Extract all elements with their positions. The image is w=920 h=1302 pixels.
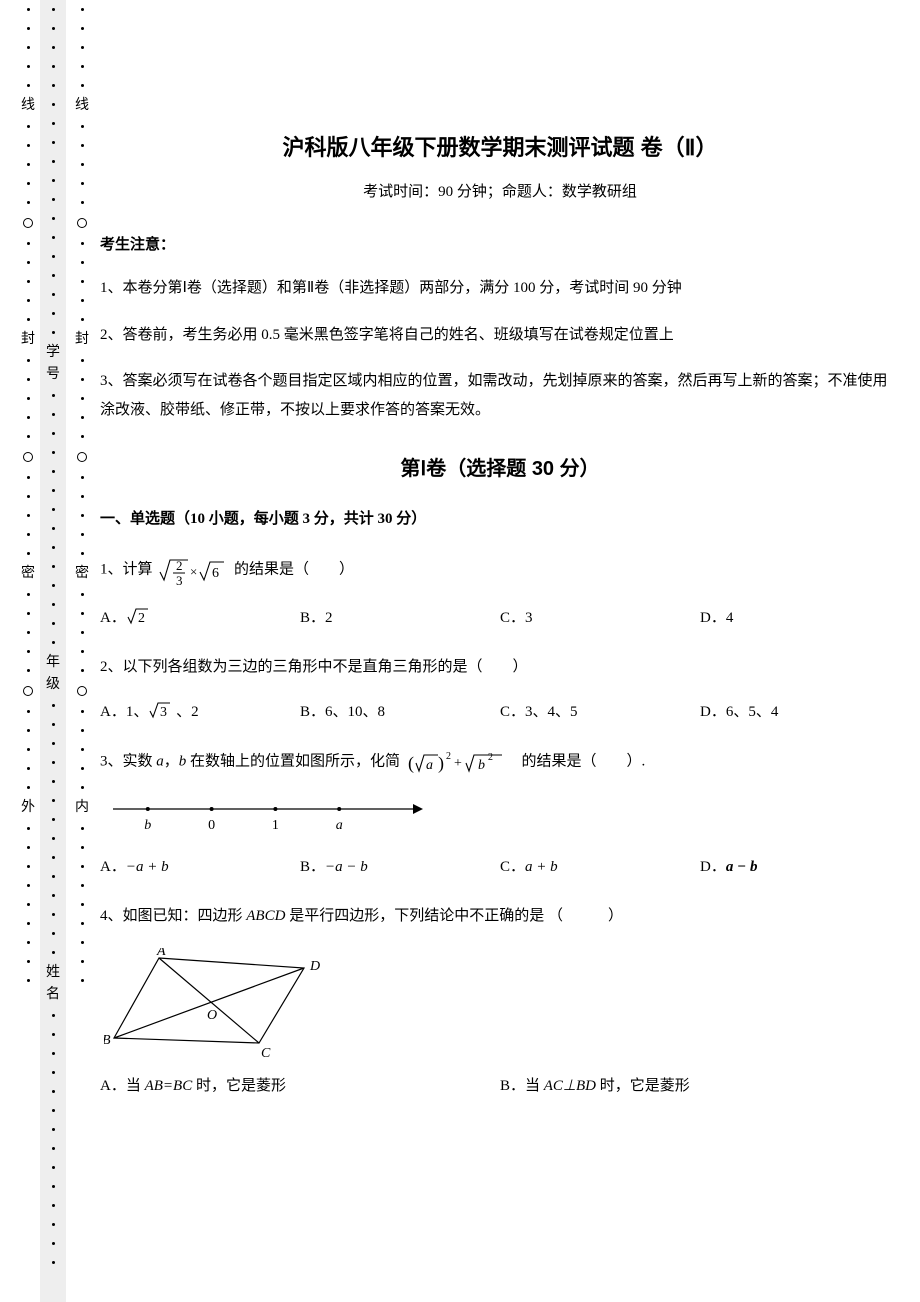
q1-prefix: 1、计算 bbox=[100, 561, 153, 577]
q4-stem-text: 4、如图已知：四边形 ABCD 是平行四边形，下列结论中不正确的是 （ ） bbox=[100, 908, 623, 924]
q4-opt-a: A．当 AB=BC 时，它是菱形 bbox=[100, 1074, 500, 1095]
svg-text:D: D bbox=[309, 959, 320, 974]
svg-text:2: 2 bbox=[488, 752, 493, 763]
svg-text:A: A bbox=[156, 948, 166, 959]
q2-options: A．1、3 、2 B．6、10、8 C．3、4、5 D．6、5、4 bbox=[100, 700, 900, 721]
svg-text:C: C bbox=[261, 1046, 271, 1058]
svg-text:2: 2 bbox=[138, 611, 145, 626]
svg-text:2: 2 bbox=[176, 558, 183, 573]
q1-suffix: 的结果是（ ） bbox=[234, 561, 354, 577]
svg-text:2: 2 bbox=[446, 751, 451, 762]
svg-text:3: 3 bbox=[160, 705, 167, 720]
q3-expr: ( a ) 2 + b 2 bbox=[406, 747, 516, 777]
q2-opt-c: C．3、4、5 bbox=[500, 700, 700, 721]
svg-text:6: 6 bbox=[212, 566, 219, 581]
svg-text:O: O bbox=[207, 1008, 217, 1023]
q4-diagram: A D B C O bbox=[104, 948, 900, 1058]
q1-opt-a: A．2 bbox=[100, 606, 300, 627]
svg-text:(: ( bbox=[408, 753, 414, 774]
q3-opt-c: C．a + b bbox=[500, 855, 700, 876]
svg-text:×: × bbox=[190, 564, 197, 579]
svg-text:+: + bbox=[454, 756, 462, 771]
q3-opt-b: B．−a − b bbox=[300, 855, 500, 876]
svg-text:b: b bbox=[478, 758, 485, 773]
q3-opt-a: A．−a + b bbox=[100, 855, 300, 876]
exam-title: 沪科版八年级下册数学期末测评试题 卷（Ⅱ） bbox=[100, 130, 900, 162]
svg-text:0: 0 bbox=[208, 818, 215, 833]
q3-opt-d: D．a − b bbox=[700, 855, 900, 876]
q2-opt-d: D．6、5、4 bbox=[700, 700, 900, 721]
q2-opt-a: A．1、3 、2 bbox=[100, 700, 300, 721]
svg-text:): ) bbox=[438, 753, 444, 774]
q2-opt-b: B．6、10、8 bbox=[300, 700, 500, 721]
notice-heading: 考生注意： bbox=[100, 233, 900, 254]
q1-opt-d: D．4 bbox=[700, 606, 900, 627]
question-1: 1、计算 2 3 × 6 的结果是（ ） bbox=[100, 552, 900, 588]
svg-text:B: B bbox=[104, 1033, 111, 1048]
exam-content: 沪科版八年级下册数学期末测评试题 卷（Ⅱ） 考试时间：90 分钟；命题人：数学教… bbox=[100, 130, 900, 1121]
notice-line-2: 2、答卷前，考生务必用 0.5 毫米黑色签字笔将自己的姓名、班级填写在试卷规定位… bbox=[100, 321, 900, 350]
q4-opt-b: B．当 AC⊥BD 时，它是菱形 bbox=[500, 1074, 900, 1095]
q3-numberline: b 0 1 a bbox=[108, 795, 900, 835]
notice-line-3: 3、答案必须写在试卷各个题目指定区域内相应的位置，如需改动，先划掉原来的答案，然… bbox=[100, 367, 900, 424]
q1-expr: 2 3 × 6 bbox=[158, 552, 228, 588]
question-3: 3、实数 a，b 在数轴上的位置如图所示，化简 ( a ) 2 + b 2 的结… bbox=[100, 747, 900, 777]
part-1-head: 一、单选题（10 小题，每小题 3 分，共计 30 分） bbox=[100, 507, 900, 528]
notice-line-1: 1、本卷分第Ⅰ卷（选择题）和第Ⅱ卷（非选择题）两部分，满分 100 分，考试时间… bbox=[100, 274, 900, 303]
margin-middle: 学号年级姓名 bbox=[40, 0, 66, 1302]
margin-inner: 线封密内 bbox=[72, 0, 92, 1302]
exam-subtitle: 考试时间：90 分钟；命题人：数学教研组 bbox=[100, 180, 900, 201]
q1-opt-c: C．3 bbox=[500, 606, 700, 627]
q4-options: A．当 AB=BC 时，它是菱形 B．当 AC⊥BD 时，它是菱形 bbox=[100, 1074, 900, 1095]
svg-text:a: a bbox=[336, 818, 343, 833]
question-4: 4、如图已知：四边形 ABCD 是平行四边形，下列结论中不正确的是 （ ） bbox=[100, 902, 900, 931]
q3-options: A．−a + b B．−a − b C．a + b D．a − b bbox=[100, 855, 900, 876]
q1-options: A．2 B．2 C．3 D．4 bbox=[100, 606, 900, 627]
svg-text:b: b bbox=[144, 818, 151, 833]
margin-outer: 线封密外 bbox=[18, 0, 38, 1302]
question-2: 2、以下列各组数为三边的三角形中不是直角三角形的是（ ） bbox=[100, 653, 900, 682]
svg-text:a: a bbox=[426, 758, 433, 773]
q1-opt-b: B．2 bbox=[300, 606, 500, 627]
svg-text:1: 1 bbox=[272, 818, 279, 833]
svg-text:3: 3 bbox=[176, 573, 183, 588]
section-1-head: 第Ⅰ卷（选择题 30 分） bbox=[100, 452, 900, 481]
